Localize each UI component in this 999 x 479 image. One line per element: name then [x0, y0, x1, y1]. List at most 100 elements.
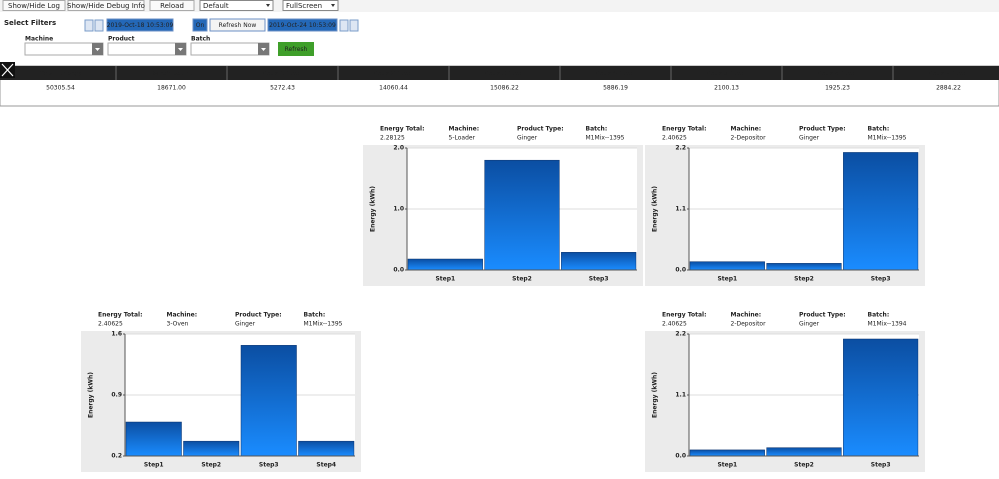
info-label: Machine:: [731, 126, 762, 133]
info-value: Ginger: [235, 321, 256, 328]
x-tick-label: Step2: [201, 462, 221, 469]
bar: [689, 261, 765, 271]
chart: Energy Total: 2.28125 Machine: 5-Loader Prod…: [363, 126, 643, 286]
filter-button[interactable]: [106, 18, 174, 32]
toolbar-select[interactable]: [199, 0, 274, 11]
filter-select[interactable]: [107, 42, 187, 56]
info-value: 2.40625: [662, 135, 687, 142]
summary-value: 5272.43: [270, 85, 295, 92]
y-axis-title: Energy (kWh): [88, 372, 95, 418]
y-tick-label: 1.1: [675, 206, 686, 213]
filter-select[interactable]: [190, 42, 270, 56]
toolbar-button-label: Show/Hide Debug Info: [67, 2, 145, 10]
summary-header: Step 4 Total: [595, 70, 635, 77]
toolbar-select-label: Default: [203, 2, 229, 10]
info-value: Ginger: [799, 135, 820, 142]
info-label: Batch:: [868, 312, 890, 319]
info-value: 2.40625: [98, 321, 123, 328]
bar: [407, 258, 483, 271]
bar: [843, 152, 919, 271]
filter-button[interactable]: [192, 18, 208, 32]
filter-field-label: Batch: [191, 36, 210, 43]
select-arrow: [261, 48, 266, 51]
info-label: Product Type:: [517, 126, 564, 133]
info-value: 3-Oven: [167, 321, 189, 328]
filter-field-label: Machine: [25, 36, 53, 43]
select-arrow: [266, 4, 270, 7]
info-label: Energy Total:: [662, 312, 706, 319]
toolbar-select-label: FullScreen: [286, 2, 322, 10]
toolbar-button[interactable]: [2, 0, 66, 11]
x-tick-label: Step4: [316, 462, 336, 469]
filter-button-label: 2019-Oct-24 10:53:09: [269, 22, 336, 29]
info-value: M1Mix--1395: [304, 321, 343, 328]
info-label: Energy Total:: [380, 126, 424, 133]
info-value: 2-Depositor: [731, 321, 767, 328]
toolbar-button-label: Show/Hide Log: [8, 2, 60, 10]
refresh-button-label: Refresh: [285, 46, 308, 53]
info-value: 2.28125: [380, 135, 405, 142]
y-tick-label: 0.0: [675, 453, 686, 460]
toolbar-button[interactable]: [149, 0, 195, 11]
y-axis-title: Energy (kWh): [370, 186, 377, 232]
filter-button[interactable]: [267, 18, 338, 32]
info-label: Product Type:: [235, 312, 282, 319]
nav-button[interactable]: [349, 19, 359, 32]
summary-header: Step 5 Total: [706, 70, 746, 77]
x-tick-label: Step3: [871, 462, 891, 469]
summary-value: 2884.22: [936, 85, 961, 92]
filter-select[interactable]: [24, 42, 104, 56]
info-value: M1Mix--1394: [868, 321, 907, 328]
y-tick-label: 1.0: [393, 206, 404, 213]
info-label: Batch:: [868, 126, 890, 133]
nav-button[interactable]: [94, 19, 104, 32]
info-label: Energy Total:: [98, 312, 142, 319]
info-label: Energy Total:: [662, 126, 706, 133]
nav-button[interactable]: [339, 19, 349, 32]
y-tick-label: 0.0: [393, 267, 404, 274]
chart: Energy Total: 2.40625 Machine: 2-Depositor P…: [645, 126, 925, 286]
x-tick-label: Step2: [512, 276, 532, 283]
info-label: Batch:: [304, 312, 326, 319]
summary-header: Step 7 Total: [928, 70, 968, 77]
filter-button-label: 2019-Oct-18 10:53:09: [107, 22, 174, 29]
info-label: Machine:: [449, 126, 480, 133]
bar: [689, 449, 765, 457]
summary-value: 1925.23: [825, 85, 850, 92]
summary-header-bg: [0, 66, 999, 80]
toolbar-select[interactable]: [282, 0, 339, 11]
info-value: M1Mix--1395: [586, 135, 625, 142]
bar: [183, 440, 240, 457]
y-tick-label: 2.2: [675, 331, 686, 338]
info-value: 2-Depositor: [731, 135, 767, 142]
select-arrow: [178, 48, 183, 51]
summary-header: Step 6 Total: [817, 70, 857, 77]
x-tick-label: Step1: [435, 276, 455, 283]
summary-value: 2100.13: [714, 85, 739, 92]
summary-value: 50305.54: [46, 85, 75, 92]
x-tick-label: Step3: [871, 276, 891, 283]
y-tick-label: 2.0: [393, 145, 404, 152]
toolbar-button-label: Reload: [160, 2, 184, 10]
chart: Energy Total: 2.40625 Machine: 2-Depositor P…: [645, 312, 925, 472]
filter-button[interactable]: [209, 18, 266, 32]
bar: [766, 447, 842, 457]
info-label: Product Type:: [799, 126, 846, 133]
summary-value: 15086.22: [490, 85, 519, 92]
summary-value: 5886.19: [603, 85, 628, 92]
x-tick-label: Step2: [794, 276, 814, 283]
close-cross: [1, 63, 14, 77]
y-tick-label: 0.0: [675, 267, 686, 274]
x-tick-label: Step1: [144, 462, 164, 469]
y-tick-label: 2.2: [675, 145, 686, 152]
summary-value: 18671.00: [157, 85, 186, 92]
refresh-button[interactable]: [278, 42, 314, 56]
info-value: 5-Loader: [449, 135, 476, 142]
y-axis-title: Energy (kWh): [652, 186, 659, 232]
nav-button[interactable]: [84, 19, 94, 32]
info-value: M1Mix--1395: [868, 135, 907, 142]
summary-header: Total Energy: [39, 70, 81, 77]
info-value: Ginger: [799, 321, 820, 328]
toolbar-button[interactable]: [67, 0, 145, 11]
